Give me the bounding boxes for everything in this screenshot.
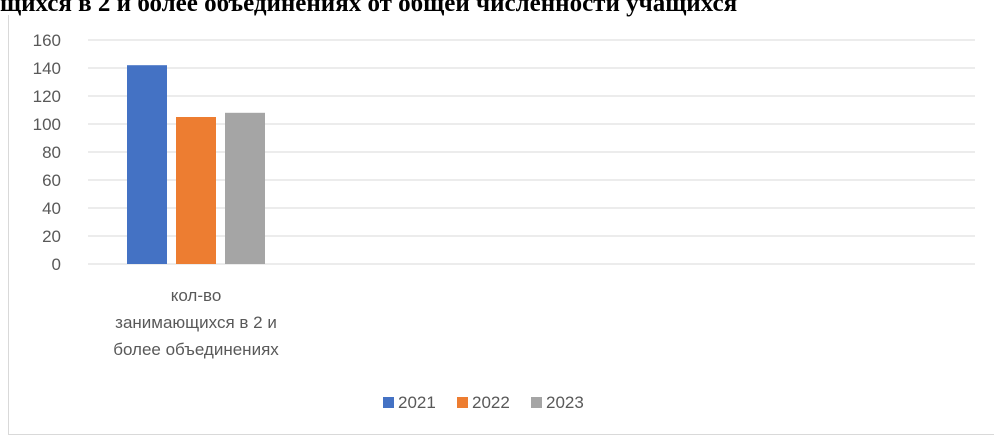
y-tick-label: 160 [33,31,61,50]
y-tick-label: 0 [52,255,61,274]
y-tick-label: 20 [42,227,61,246]
y-tick-label: 80 [42,143,61,162]
y-tick-label: 40 [42,199,61,218]
y-tick-label: 60 [42,171,61,190]
legend-label: 2021 [398,393,436,412]
bar-2022 [176,117,216,264]
bar-2023 [225,112,265,264]
legend-swatch-2021 [383,397,394,408]
y-tick-label: 100 [33,115,61,134]
legend-label: 2022 [472,393,510,412]
bar-2021 [127,65,167,264]
chart-title-fragment: щихся в 2 и более объединениях от общей … [0,0,738,17]
y-tick-label: 120 [33,87,61,106]
legend-label: 2023 [546,393,584,412]
category-label-line: кол-во [171,286,222,305]
category-label-line: более объединениях [113,340,279,359]
y-tick-label: 140 [33,59,61,78]
category-label-line: занимающихся в 2 и [115,313,277,332]
legend-swatch-2023 [531,397,542,408]
chart-frame [8,15,994,435]
legend-swatch-2022 [457,397,468,408]
